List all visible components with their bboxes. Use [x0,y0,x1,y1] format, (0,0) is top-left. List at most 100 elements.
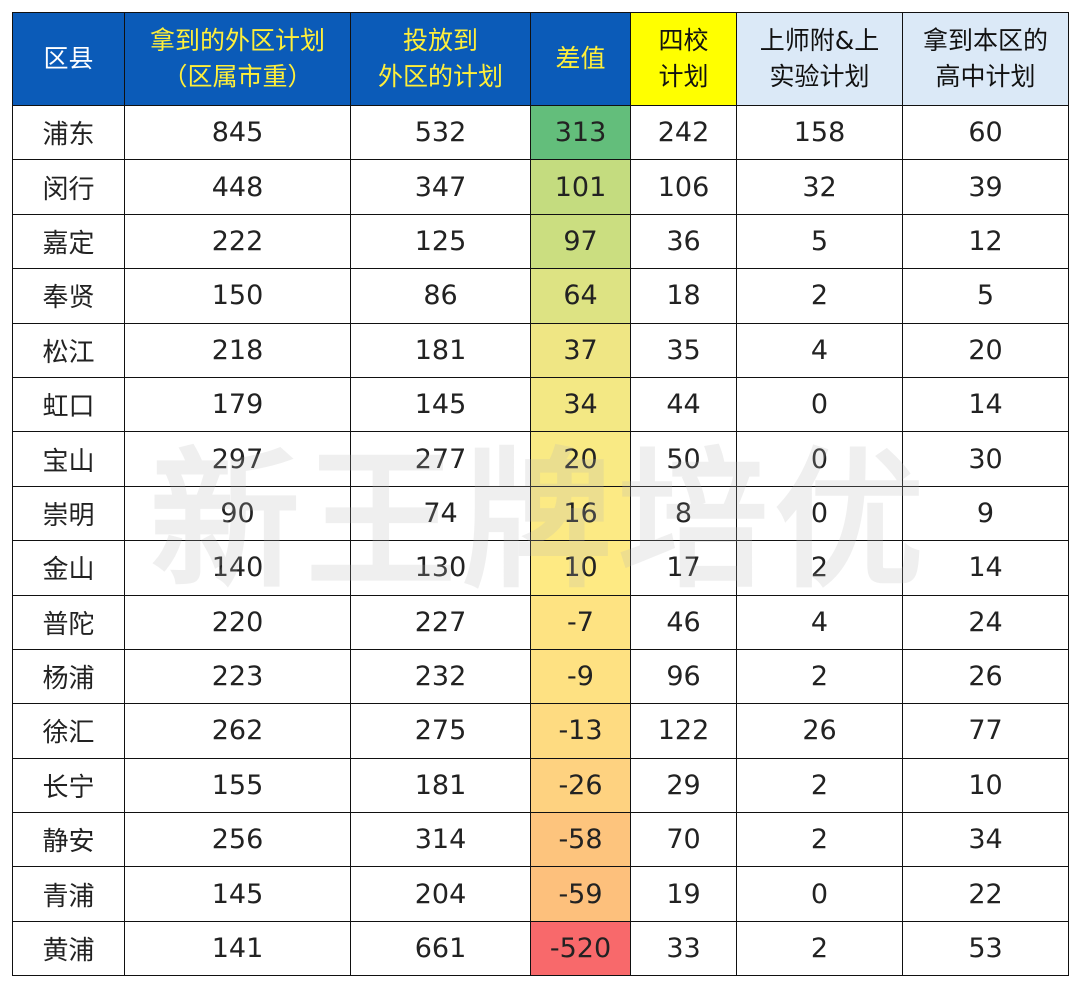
four-schools-cell: 46 [630,594,737,650]
four-schools-cell: 70 [630,812,737,868]
shifu-shiyan-cell: 32 [736,159,903,215]
difference-cell: 101 [530,159,631,215]
local-highschool-cell: 10 [902,757,1069,814]
table-row: 普陀 220 227 -7 46 4 24 [12,594,1069,650]
difference-cell: -7 [530,594,631,650]
four-schools-cell: 18 [630,268,737,324]
received-plan-cell: 179 [124,376,351,433]
shifu-shiyan-cell: 0 [736,376,903,433]
four-schools-cell: 35 [630,322,737,378]
difference-cell: -58 [530,812,631,868]
shifu-shiyan-cell: 5 [736,213,903,270]
shifu-shiyan-cell: 2 [736,757,903,814]
shifu-shiyan-cell: 2 [736,920,903,977]
district-cell: 青浦 [12,866,125,922]
table-row: 闵行 448 347 101 106 32 39 [12,159,1069,215]
four-schools-cell: 8 [630,485,737,542]
table-row: 长宁 155 181 -26 29 2 10 [12,757,1069,814]
released-plan-cell: 314 [350,812,531,868]
local-highschool-cell: 26 [902,648,1069,705]
local-highschool-cell: 53 [902,920,1069,977]
local-highschool-cell: 14 [902,376,1069,433]
four-schools-cell: 106 [630,159,737,215]
header-received-plan: 拿到的外区计划 （区属市重） [124,12,351,106]
table-row: 黄浦 141 661 -520 33 2 53 [12,920,1069,977]
local-highschool-cell: 22 [902,866,1069,922]
district-cell: 闵行 [12,159,125,215]
difference-cell: 16 [530,485,631,542]
released-plan-cell: 204 [350,866,531,922]
received-plan-cell: 150 [124,268,351,324]
table-row: 徐汇 262 275 -13 122 26 77 [12,703,1069,759]
difference-cell: -13 [530,703,631,759]
four-schools-cell: 29 [630,757,737,814]
table-row: 宝山 297 277 20 50 0 30 [12,431,1069,487]
released-plan-cell: 661 [350,920,531,977]
district-cell: 黄浦 [12,920,125,977]
received-plan-cell: 256 [124,812,351,868]
header-district: 区县 [12,12,125,106]
table-row: 崇明 90 74 16 8 0 9 [12,485,1069,542]
district-cell: 静安 [12,812,125,868]
table-row: 嘉定 222 125 97 36 5 12 [12,213,1069,270]
shifu-shiyan-cell: 0 [736,866,903,922]
district-cell: 嘉定 [12,213,125,270]
four-schools-cell: 96 [630,648,737,705]
released-plan-cell: 130 [350,540,531,596]
released-plan-cell: 145 [350,376,531,433]
released-plan-cell: 181 [350,322,531,378]
received-plan-cell: 140 [124,540,351,596]
received-plan-cell: 845 [124,104,351,161]
table-body: 浦东 845 532 313 242 158 60 闵行 448 347 101 106 32 39 嘉定 2… [12,104,1069,977]
district-cell: 浦东 [12,104,125,161]
four-schools-cell: 36 [630,213,737,270]
district-cell: 松江 [12,322,125,378]
header-difference: 差值 [530,12,631,106]
district-cell: 徐汇 [12,703,125,759]
shifu-shiyan-cell: 2 [736,540,903,596]
released-plan-cell: 275 [350,703,531,759]
table-row: 青浦 145 204 -59 19 0 22 [12,866,1069,922]
district-cell: 长宁 [12,757,125,814]
header-row: 区县 拿到的外区计划 （区属市重） 投放到 外区的计划 差值 四校 计划 上师附&上实… [12,12,1069,106]
difference-cell: 34 [530,376,631,433]
table-row: 奉贤 150 86 64 18 2 5 [12,268,1069,324]
district-plan-table: 区县 拿到的外区计划 （区属市重） 投放到 外区的计划 差值 四校 计划 上师附&上实… [12,12,1069,977]
received-plan-cell: 90 [124,485,351,542]
released-plan-cell: 532 [350,104,531,161]
shifu-shiyan-cell: 0 [736,431,903,487]
four-schools-cell: 50 [630,431,737,487]
header-four-schools-plan: 四校 计划 [630,12,737,106]
shifu-shiyan-cell: 26 [736,703,903,759]
received-plan-cell: 448 [124,159,351,215]
four-schools-cell: 19 [630,866,737,922]
local-highschool-cell: 60 [902,104,1069,161]
shifu-shiyan-cell: 2 [736,648,903,705]
released-plan-cell: 86 [350,268,531,324]
table-row: 杨浦 223 232 -9 96 2 26 [12,648,1069,705]
district-cell: 金山 [12,540,125,596]
released-plan-cell: 74 [350,485,531,542]
local-highschool-cell: 20 [902,322,1069,378]
received-plan-cell: 262 [124,703,351,759]
shifu-shiyan-cell: 158 [736,104,903,161]
district-cell: 奉贤 [12,268,125,324]
difference-cell: 37 [530,322,631,378]
header-local-highschool-plan: 拿到本区的 高中计划 [902,12,1069,106]
table-row: 虹口 179 145 34 44 0 14 [12,376,1069,433]
local-highschool-cell: 24 [902,594,1069,650]
local-highschool-cell: 12 [902,213,1069,270]
difference-cell: 313 [530,104,631,161]
header-released-plan: 投放到 外区的计划 [350,12,531,106]
difference-cell: -9 [530,648,631,705]
received-plan-cell: 218 [124,322,351,378]
difference-cell: -59 [530,866,631,922]
four-schools-cell: 33 [630,920,737,977]
local-highschool-cell: 34 [902,812,1069,868]
difference-cell: 20 [530,431,631,487]
local-highschool-cell: 39 [902,159,1069,215]
received-plan-cell: 141 [124,920,351,977]
local-highschool-cell: 77 [902,703,1069,759]
shifu-shiyan-cell: 0 [736,485,903,542]
released-plan-cell: 277 [350,431,531,487]
